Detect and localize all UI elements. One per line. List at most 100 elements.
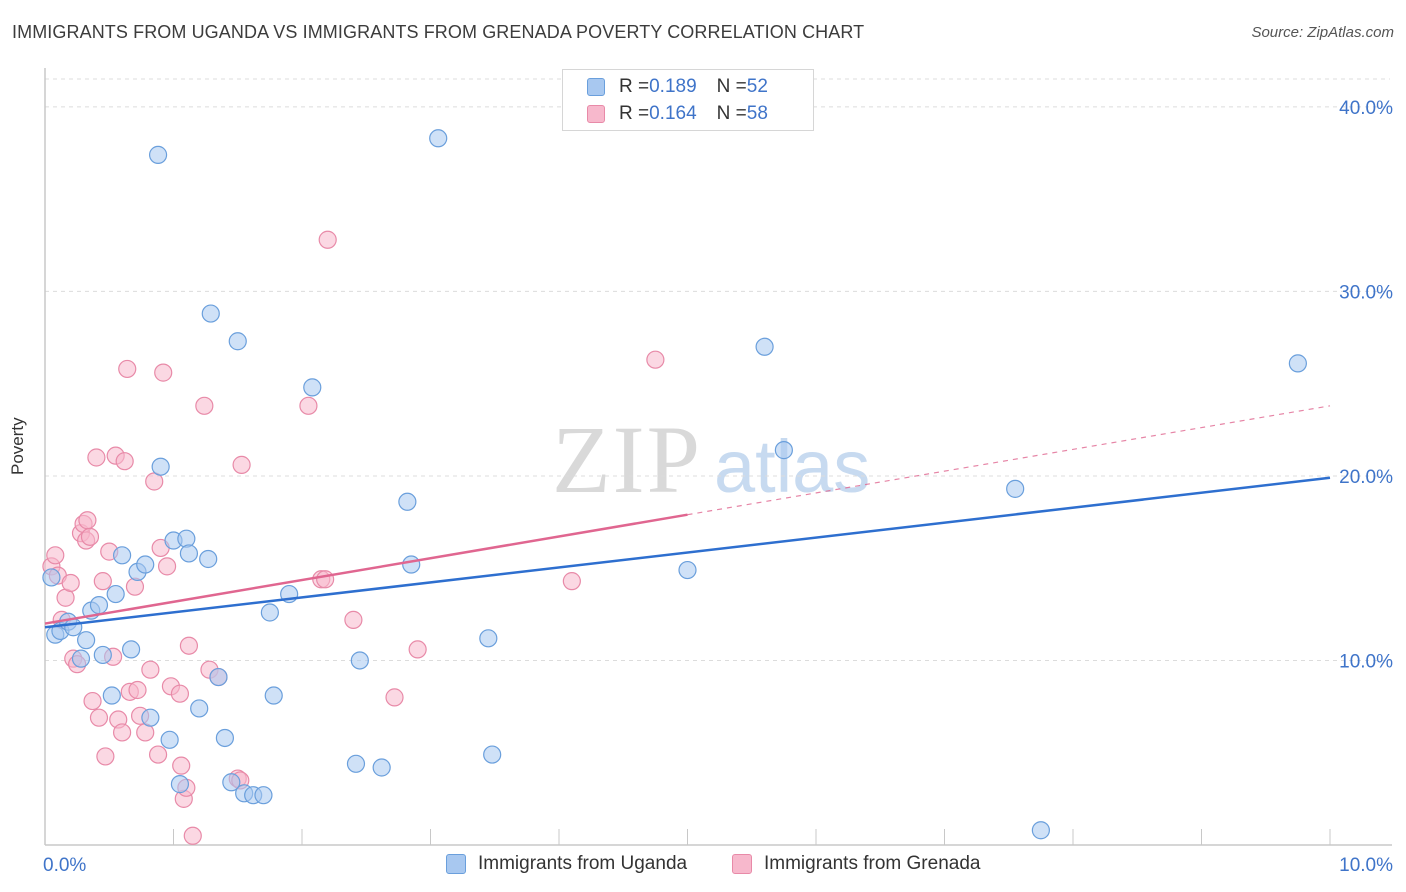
grenada-point bbox=[195, 396, 214, 415]
bottom-uganda-swatch bbox=[446, 854, 466, 874]
uganda-point bbox=[160, 730, 179, 749]
uganda-point bbox=[64, 618, 83, 637]
uganda-point bbox=[170, 775, 190, 794]
grenada-point bbox=[172, 756, 191, 775]
x-tick-labels: 0.0% 10.0% bbox=[43, 855, 1393, 876]
grenada-point bbox=[118, 359, 137, 379]
y-axis-label: Poverty bbox=[8, 417, 27, 475]
trendlines bbox=[44, 405, 1331, 629]
uganda-point bbox=[141, 708, 160, 727]
grenada-point bbox=[93, 572, 112, 591]
uganda-point bbox=[112, 546, 132, 565]
uganda-point bbox=[201, 304, 220, 323]
legend-row-grenada: R = 0.164 N = 58 bbox=[587, 103, 768, 125]
legend-row-uganda: R = 0.189 N = 52 bbox=[587, 76, 768, 98]
bottom-grenada-swatch bbox=[732, 854, 752, 874]
grenada-point bbox=[344, 610, 363, 629]
grenada-point bbox=[115, 452, 134, 471]
uganda-point bbox=[228, 332, 247, 351]
grenada-point bbox=[80, 527, 100, 546]
chart-title: IMMIGRANTS FROM UGANDA VS IMMIGRANTS FRO… bbox=[12, 22, 865, 42]
uganda-r-label: R = bbox=[619, 76, 650, 97]
uganda-point bbox=[199, 549, 218, 569]
uganda-swatch bbox=[587, 78, 605, 96]
uganda-point bbox=[303, 378, 322, 397]
grenada-point bbox=[179, 636, 199, 655]
grenada-point bbox=[318, 230, 337, 249]
grenada-point bbox=[96, 747, 115, 766]
uganda-point bbox=[215, 728, 234, 748]
grenada-point bbox=[157, 557, 177, 576]
y-tick-label: 30.0% bbox=[1339, 282, 1393, 303]
grenada-point bbox=[562, 572, 581, 591]
grenada-point bbox=[46, 546, 65, 565]
grenada-points bbox=[42, 230, 665, 845]
uganda-point bbox=[77, 631, 96, 650]
bottom-uganda-label: Immigrants from Uganda bbox=[478, 853, 688, 874]
grenada-point bbox=[148, 745, 168, 764]
watermark-atlas: atlas bbox=[714, 425, 870, 508]
y-tick-label: 40.0% bbox=[1339, 98, 1393, 119]
uganda-point bbox=[429, 129, 448, 148]
grenada-point bbox=[299, 396, 318, 415]
uganda-point bbox=[1288, 354, 1307, 373]
uganda-point bbox=[755, 337, 774, 356]
bottom-grenada-label: Immigrants from Grenada bbox=[764, 853, 981, 874]
x-tick-label: 0.0% bbox=[43, 855, 86, 876]
uganda-point bbox=[136, 555, 155, 574]
grenada-point bbox=[408, 640, 427, 659]
gridlines bbox=[45, 78, 1390, 661]
grenada-point bbox=[316, 570, 335, 589]
grenada-point bbox=[170, 684, 190, 703]
grenada-n-value: 58 bbox=[746, 103, 768, 124]
grenada-swatch bbox=[587, 105, 605, 123]
uganda-points bbox=[42, 129, 1307, 840]
grenada-trendline-extension bbox=[687, 405, 1331, 516]
grenada-point bbox=[385, 688, 404, 707]
uganda-point bbox=[398, 492, 417, 511]
y-tick-labels: 10.0% 20.0% 30.0% 40.0% bbox=[1339, 98, 1393, 673]
uganda-point bbox=[106, 584, 125, 604]
stats-legend: R = 0.189 N = 52 R = 0.164 N = 58 bbox=[562, 69, 814, 131]
grenada-point bbox=[83, 691, 102, 711]
uganda-point bbox=[264, 686, 283, 705]
grenada-point bbox=[154, 363, 173, 382]
uganda-point bbox=[179, 544, 199, 563]
y-tick-label: 10.0% bbox=[1339, 651, 1393, 672]
uganda-n-label: N = bbox=[716, 76, 747, 97]
uganda-point bbox=[121, 640, 141, 659]
grenada-point bbox=[232, 455, 251, 474]
grenada-point bbox=[78, 511, 97, 530]
x-tick-label: 10.0% bbox=[1339, 855, 1393, 876]
uganda-r-value: 0.189 bbox=[649, 76, 697, 97]
grenada-point bbox=[125, 577, 145, 596]
uganda-point bbox=[350, 651, 369, 670]
uganda-point bbox=[177, 529, 196, 548]
uganda-point bbox=[93, 645, 112, 665]
grenada-n-label: N = bbox=[716, 103, 747, 124]
grenada-point bbox=[141, 660, 160, 679]
uganda-point bbox=[254, 786, 273, 805]
uganda-point bbox=[190, 699, 209, 718]
grenada-trendline bbox=[44, 513, 688, 625]
grenada-point bbox=[183, 826, 202, 845]
uganda-point bbox=[260, 603, 279, 622]
uganda-point bbox=[209, 667, 228, 687]
grenada-r-value: 0.164 bbox=[649, 103, 697, 124]
uganda-point bbox=[151, 457, 170, 476]
uganda-point bbox=[89, 596, 109, 615]
uganda-point bbox=[678, 560, 697, 580]
grenada-point bbox=[128, 680, 147, 700]
watermark-zip: ZIP bbox=[552, 406, 702, 513]
grenada-point bbox=[61, 573, 80, 593]
uganda-point bbox=[346, 754, 366, 773]
uganda-point bbox=[42, 568, 61, 587]
uganda-point bbox=[372, 758, 391, 777]
grenada-point bbox=[646, 350, 665, 369]
uganda-point bbox=[1031, 821, 1050, 840]
uganda-point bbox=[483, 745, 502, 764]
grenada-r-label: R = bbox=[619, 103, 650, 124]
uganda-point bbox=[148, 145, 168, 164]
uganda-point bbox=[402, 555, 421, 574]
